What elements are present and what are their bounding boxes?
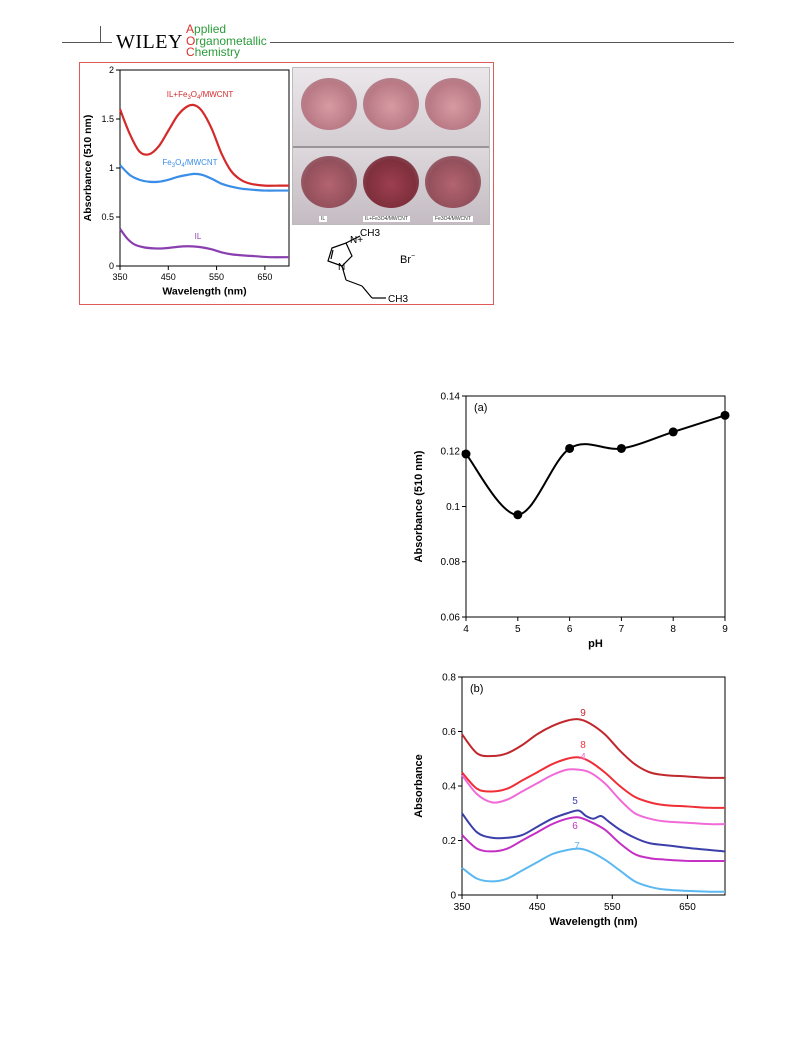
- y-tick-label: 0.2: [442, 836, 456, 847]
- butyl-bond-3: [361, 285, 373, 299]
- series-line: [119, 228, 290, 259]
- journal-line-3: Chemistry: [186, 45, 241, 59]
- y-tick-label: 0.08: [441, 557, 461, 568]
- vials-photo: IL IL+Fe3O4/MWCNT Fe3O4/MWCNT: [292, 67, 490, 225]
- data-point: [513, 510, 523, 520]
- panel-label: (b): [470, 683, 483, 695]
- well: [301, 156, 357, 208]
- well: [425, 78, 481, 130]
- x-tick-label: 450: [529, 902, 546, 913]
- y-tick-label: 0.8: [442, 672, 456, 683]
- series-label: 5: [572, 796, 578, 807]
- data-point: [616, 443, 626, 453]
- series-line: [461, 756, 726, 809]
- imidazolium-ring: [327, 242, 353, 267]
- series-label: Fe3O4/MWCNT: [162, 158, 217, 169]
- x-tick-label: 650: [679, 902, 696, 913]
- methyl-bond: [345, 235, 361, 244]
- y-tick-label: 1.5: [101, 114, 114, 124]
- plot-area: [119, 69, 290, 267]
- journal-line-2: Organometallic: [186, 33, 267, 48]
- journal-title: Applied Organometallic Chemistry: [183, 22, 270, 59]
- data-point: [461, 449, 471, 459]
- photo-label-il-fe3o4: IL+Fe3O4/MWCNT: [363, 216, 410, 222]
- ph-spectra-chart: 350 450 550 650 0 0.2 0.4 0.6 0.8 Wavelength (nm)…: [413, 672, 726, 928]
- x-tick-label: 6: [567, 624, 573, 635]
- photo-row-bottom: IL IL+Fe3O4/MWCNT Fe3O4/MWCNT: [293, 146, 489, 224]
- x-tick-label: 650: [257, 272, 272, 282]
- y-tick-label: 2: [109, 65, 114, 75]
- butyl-ch3-label: CH3: [388, 294, 408, 305]
- series-label: 7: [574, 841, 580, 852]
- bromide-label: Br−: [400, 253, 415, 266]
- series-label: IL+Fe3O4/MWCNT: [167, 90, 234, 101]
- y-tick-label: 0.6: [442, 727, 456, 738]
- y-tick-label: 0.06: [441, 612, 461, 623]
- series-label: 9: [580, 708, 586, 719]
- x-axis-label: Wavelength (nm): [549, 916, 638, 928]
- series-line: [119, 164, 289, 192]
- well: [301, 78, 357, 130]
- y-axis-label: Absorbance (510 nm): [413, 450, 425, 562]
- series-label: IL: [195, 232, 202, 241]
- header-rule: [62, 42, 734, 43]
- y-tick-label: 0: [450, 890, 456, 901]
- series-line: [461, 809, 726, 853]
- series-label: 6: [572, 821, 578, 832]
- well: [363, 78, 419, 130]
- photo-row-top: [293, 68, 489, 146]
- uv-vis-spectra-chart: 350 450 550 650 0 0.5 1 1.5 2 Wavelength (nm) Abso…: [82, 65, 290, 298]
- series-line: [465, 414, 726, 516]
- n-plus-label: N+: [350, 235, 363, 246]
- n-label: N: [338, 262, 345, 273]
- y-tick-label: 0.12: [441, 447, 461, 458]
- series-line: [461, 847, 726, 893]
- x-axis-label: pH: [588, 638, 603, 650]
- data-point: [668, 427, 678, 437]
- journal-line-1: Applied: [186, 22, 227, 36]
- x-tick-label: 450: [161, 272, 176, 282]
- double-bond: [330, 249, 334, 260]
- x-tick-label: 4: [463, 624, 469, 635]
- header-tick: [100, 26, 101, 43]
- x-tick-label: 5: [515, 624, 521, 635]
- series-line: [461, 718, 726, 779]
- methyl-label: CH3: [360, 228, 380, 239]
- plot-area: [461, 676, 726, 896]
- y-tick-label: 0.14: [441, 391, 461, 402]
- x-tick-label: 350: [454, 902, 471, 913]
- data-point: [565, 443, 575, 453]
- series-line: [118, 103, 289, 187]
- series-line: [461, 768, 726, 826]
- series-label: 4: [580, 752, 586, 763]
- x-tick-label: 8: [670, 624, 676, 635]
- y-tick-label: 0.1: [446, 502, 460, 513]
- butyl-bond-1: [341, 265, 347, 281]
- butyl-bond-2: [345, 279, 363, 287]
- well: [425, 156, 481, 208]
- photo-label-il: IL: [319, 216, 328, 222]
- y-axis-label: Absorbance (510 nm): [82, 115, 94, 222]
- publisher-logo: WILEY: [112, 31, 187, 54]
- y-tick-label: 0.4: [442, 781, 456, 792]
- series-line: [461, 816, 725, 863]
- x-tick-label: 7: [619, 624, 625, 635]
- y-tick-label: 0: [109, 261, 114, 271]
- ph-effect-chart: 4 5 6 7 8 9 0.06 0.08 0.1 0.12 0.14 pH Absorbance (5…: [413, 391, 730, 650]
- y-tick-label: 1: [109, 163, 114, 173]
- x-tick-label: 9: [722, 624, 728, 635]
- plot-area: [465, 395, 726, 618]
- well: [363, 156, 419, 208]
- series-label: 8: [580, 740, 586, 751]
- photo-label-fe3o4: Fe3O4/MWCNT: [433, 216, 473, 222]
- y-tick-label: 0.5: [101, 212, 114, 222]
- ionic-liquid-structure: N+ N CH3 CH3 Br−: [327, 228, 415, 305]
- x-axis-label: Wavelength (nm): [162, 286, 246, 298]
- y-axis-label: Absorbance: [413, 754, 425, 818]
- panel-label: (a): [474, 402, 487, 414]
- data-point: [720, 410, 730, 420]
- x-tick-label: 550: [604, 902, 621, 913]
- x-tick-label: 550: [209, 272, 224, 282]
- x-tick-label: 350: [112, 272, 127, 282]
